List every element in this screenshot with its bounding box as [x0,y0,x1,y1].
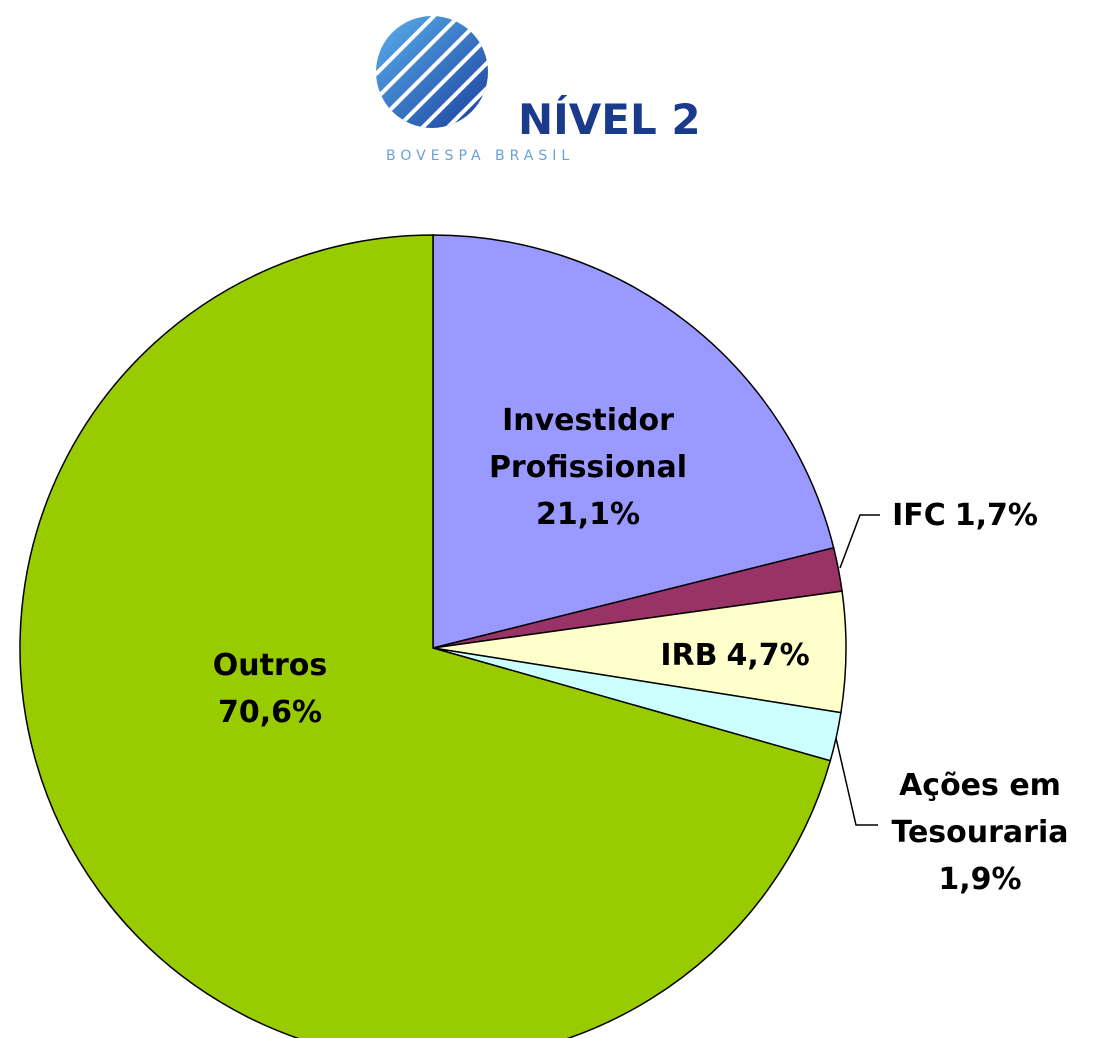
slice-name: Outros [212,648,328,683]
logo: NÍVEL 2 BOVESPA BRASIL [376,16,701,164]
logo-globe [376,16,488,128]
slice-name: IFC [892,498,946,533]
pie [19,234,847,1038]
slice-value: 1,9% [938,862,1022,897]
slice-value: 4,7% [726,638,810,673]
logo-title: NÍVEL 2 [518,94,701,144]
slice-label: Outros 70,6% [160,642,380,736]
pie-slice [432,234,835,649]
leader-line [839,514,880,569]
slice-name: Ações em Tesouraria [891,768,1069,850]
slice-label: IFC 1,7% [835,492,1093,539]
slice-value: 70,6% [217,695,323,730]
logo-subtitle: BOVESPA BRASIL [386,148,574,164]
slice-value: 21,1% [535,497,641,532]
slice-name: Investidor Profissional [488,403,688,485]
slice-name: IRB [660,638,718,673]
slice-value: 1,7% [954,498,1038,533]
slice-label: Investidor Profissional 21,1% [453,397,723,538]
slice-label: IRB 4,7% [605,632,865,679]
slice-label: Ações em Tesouraria 1,9% [860,762,1093,903]
pie-slice [19,234,832,1038]
leader-line [835,737,878,826]
